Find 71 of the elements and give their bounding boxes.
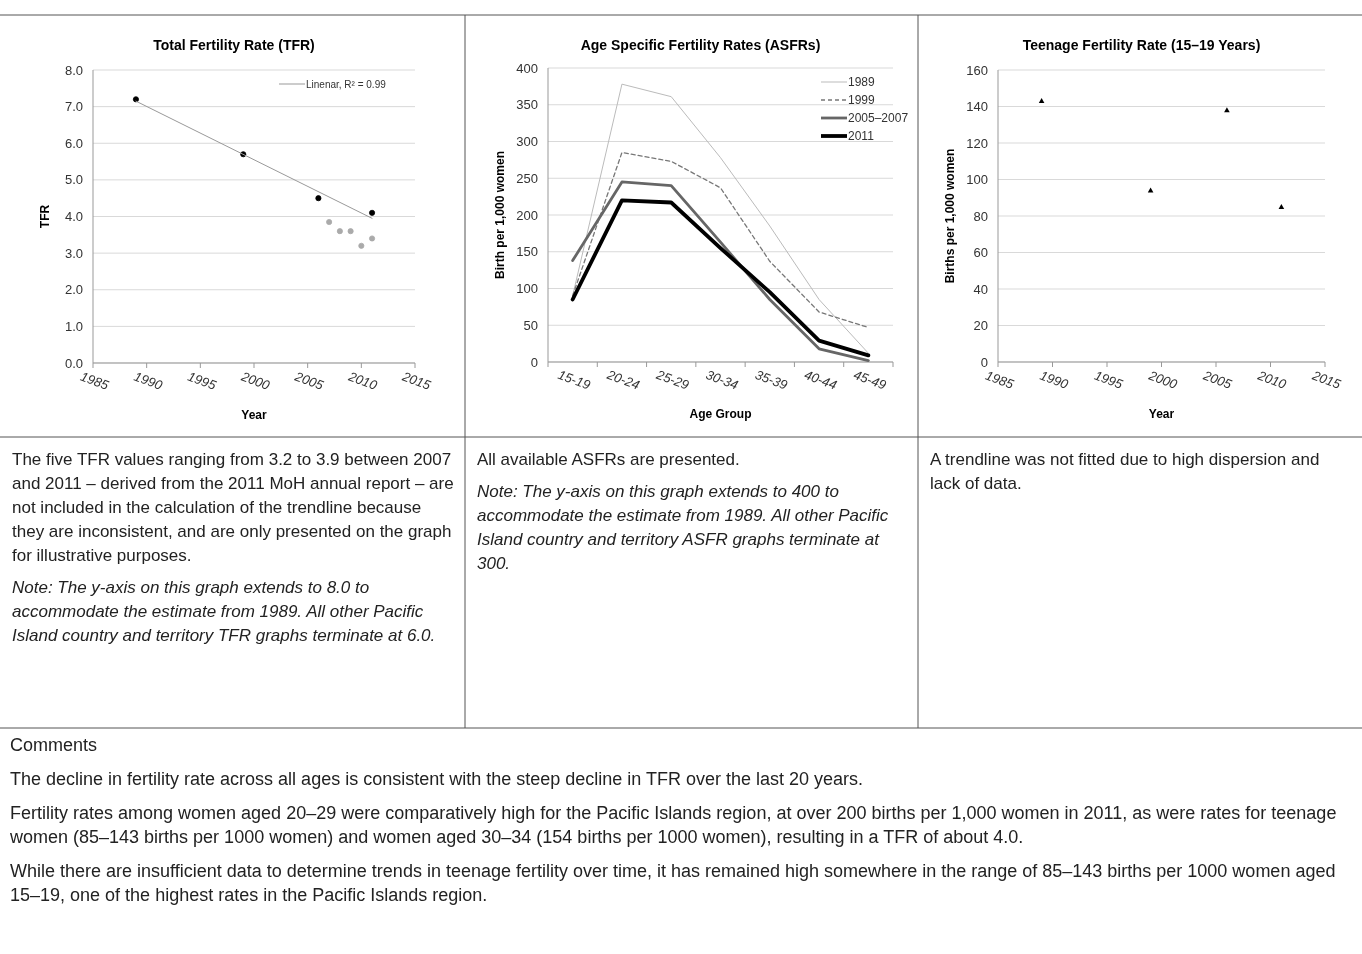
y-tick-label: 6.0 [64,135,83,151]
x-tick-label: 1990 [132,368,166,394]
y-tick-label: 100 [966,172,988,187]
chart-title: Total Fertility Rate (TFR) [153,37,315,53]
text: Fertility rates among women aged 20–29 were comparatively high for the Pacific Islands region, at over 200 births per 1,000 women in 2011, as were rates for teenage women (85–143 births per 1000 women) and women aged 30–34 (154 births per 1000 women), resulting in a TFR of about 4.0. [10,802,1338,849]
y-tick-label: 150 [516,244,538,260]
y-tick-label: 100 [516,281,538,296]
x-axis-title: Age Group [689,407,752,421]
text: The decline in fertility rate across all ages is consistent with the steep decline in TFR over the last 20 years. [10,768,865,791]
y-tick-label: 20 [973,318,988,333]
x-tick-label: 45-49 [851,367,889,393]
x-tick-label: 15-19 [555,367,593,393]
y-tick-label: 160 [966,62,988,78]
y-tick-label: 2.0 [64,282,83,298]
y-tick-label: 200 [516,207,538,223]
chart-title: Age Specific Fertility Rates (ASFRs) [580,37,821,53]
x-tick-label: 1995 [185,368,219,394]
y-tick-label: 60 [973,245,988,260]
y-tick-label: 0 [530,354,538,370]
text: All available ASFRs are presented. [477,449,741,471]
y-axis-title: TFR [38,204,52,229]
x-tick-label: 1985 [983,367,1017,393]
y-tick-label: 120 [966,135,988,151]
x-tick-label: 1995 [1092,367,1126,393]
x-tick-label: 20-24 [604,366,642,393]
x-tick-label: 25-29 [653,366,691,393]
y-tick-label: 140 [966,99,988,114]
y-axis-title: Birth per 1,000 women [493,150,507,280]
y-tick-label: 5.0 [64,172,83,188]
x-axis-title: Year [1148,407,1175,421]
x-tick-label: 2010 [345,368,380,394]
legend-label: 2005–2007 [848,111,909,125]
x-tick-label: 2000 [1145,367,1180,393]
x-tick-label: 2015 [1309,367,1344,393]
x-tick-label: 40-44 [802,367,839,393]
x-tick-label: 2010 [1254,367,1289,393]
text: Note: The y-axis on this graph extends to 8.0 to accommodate the estimate from 1989. All other Pacific Island country and territory TFR graphs terminate at 6.0. [12,577,437,647]
x-tick-label: 2005 [292,368,327,394]
y-tick-label: 4.0 [64,209,83,224]
y-tick-label: 3.0 [64,245,83,261]
x-tick-label: 2005 [1200,367,1235,393]
y-tick-label: 350 [516,97,538,113]
text: The five TFR values ranging from 3.2 to 3.9 between 2007 and 2011 – derived from the 2011 MoH annual report – are not included in the calculation of the trendline because they are inconsistent, and are only presented on the graph for illustrative purposes. [12,449,455,567]
x-tick-label: 30-34 [703,367,741,393]
legend-label: 1999 [848,93,876,107]
text: Comments [10,734,99,757]
y-axis-title: Births per 1,000 women [943,148,957,284]
y-tick-label: 400 [516,60,538,76]
x-tick-label: 1990 [1037,367,1071,393]
y-tick-label: 300 [516,134,538,149]
text: Note: The y-axis on this graph extends to 400 to accommodate the estimate from 1989. All other Pacific Island country and territory ASFR graphs terminate at 300. [477,481,890,575]
chart-title: Teenage Fertility Rate (15–19 Years) [1022,37,1261,53]
legend-label: 2011 [848,129,875,143]
x-tick-label: 2015 [399,368,434,394]
y-tick-label: 0 [980,354,988,370]
y-tick-label: 40 [973,281,988,297]
text: A trendline was not fitted due to high dispersion and lack of data. [930,449,1321,495]
x-tick-label: 2000 [238,368,273,394]
y-tick-label: 7.0 [64,99,83,115]
legend-label: 1989 [848,75,876,89]
x-tick-label: 35-39 [753,367,790,393]
y-tick-label: 1.0 [64,318,83,334]
x-axis-title: Year [241,408,268,422]
y-tick-label: 8.0 [64,62,83,78]
y-tick-label: 80 [973,208,988,224]
y-tick-label: 50 [523,317,538,333]
text: While there are insufficient data to determine trends in teenage fertility over time, it has remained high somewhere in the range of 85–143 births per 1000 women aged 15–19, one of the highest rates in the Pacific Islands region. [10,860,1337,907]
y-tick-label: 250 [516,170,538,186]
legend-label: Linenar, R² = 0.99 [306,79,387,90]
y-tick-label: 0.0 [64,355,83,371]
x-tick-label: 1985 [78,368,112,394]
